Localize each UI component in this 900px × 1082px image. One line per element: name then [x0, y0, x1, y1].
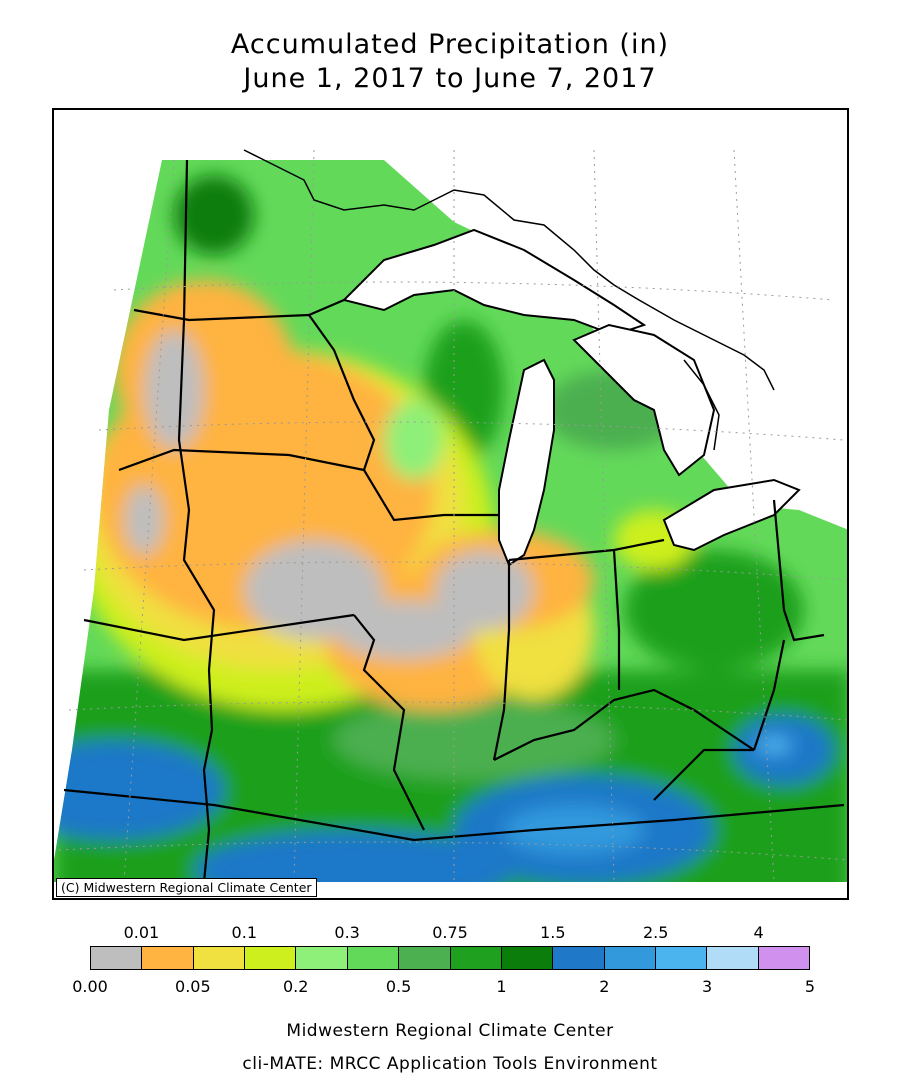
- legend-bottom-label: 0.05: [175, 977, 211, 996]
- legend-top-label: 0.1: [231, 923, 257, 942]
- legend-top-label: 4: [753, 923, 764, 942]
- legend-swatch-3: [245, 947, 297, 969]
- map-date-range: June 1, 2017 to June 7, 2017: [243, 63, 657, 94]
- legend-swatch-5: [347, 947, 400, 969]
- legend-top-label: 2.5: [642, 923, 669, 942]
- legend-swatch-0: [91, 947, 143, 969]
- state-boundaries: [63, 159, 845, 883]
- legend-swatch-7: [450, 947, 502, 969]
- copyright-notice: (C) Midwestern Regional Climate Center: [56, 878, 317, 897]
- canada-shoreline: [243, 149, 775, 451]
- legend-bottom-label: 5: [804, 977, 816, 996]
- legend-swatch-9: [553, 947, 605, 969]
- graticule: [58, 149, 847, 883]
- legend-swatch-8: [501, 947, 554, 969]
- legend-bottom-label: 2: [599, 977, 610, 996]
- great-lakes: [342, 228, 801, 567]
- legend-top-label: 0.75: [432, 923, 468, 942]
- legend-bottom-label: 0.2: [282, 977, 309, 996]
- legend-swatch-12: [707, 947, 759, 969]
- legend-color-bar: [90, 946, 810, 970]
- legend-top-label: 1.5: [540, 923, 566, 942]
- legend-bottom-label: 0.00: [72, 977, 108, 996]
- legend-swatch-2: [193, 947, 246, 969]
- map-title: Accumulated Precipitation (in): [230, 29, 670, 60]
- legend-swatch-4: [296, 947, 348, 969]
- legend-bottom-label: 3: [702, 977, 713, 996]
- legend-swatch-11: [655, 947, 708, 969]
- legend-swatch-13: [758, 947, 810, 969]
- legend-swatch-6: [399, 947, 451, 969]
- legend-bottom-label: 1: [496, 977, 507, 996]
- map-canvas: [54, 149, 847, 883]
- legend-swatch-10: [604, 947, 656, 969]
- legend-bottom-label: 0.5: [385, 977, 412, 996]
- legend-swatch-1: [142, 947, 194, 969]
- legend-top-label: 0.01: [123, 923, 160, 942]
- footer-tool-name: cli-MATE: MRCC Application Tools Environ…: [242, 1054, 658, 1074]
- precipitation-map: [52, 108, 849, 900]
- footer-organization: Midwestern Regional Climate Center: [286, 1021, 614, 1041]
- legend-top-label: 0.3: [334, 923, 360, 942]
